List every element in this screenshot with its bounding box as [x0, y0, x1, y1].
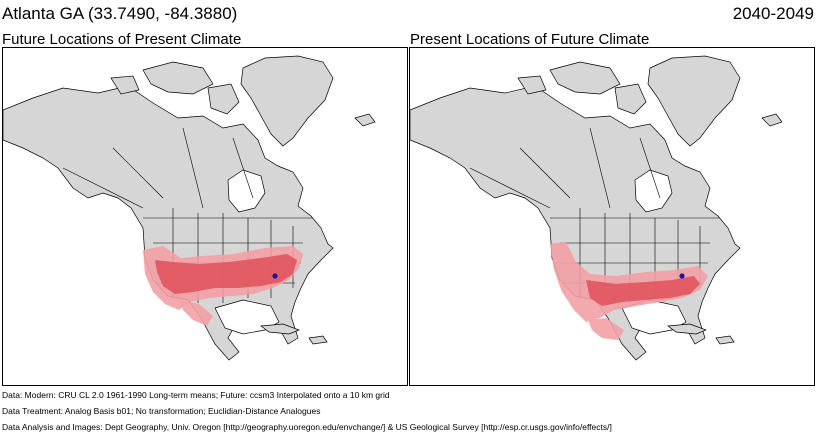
footer-data-source: Data: Modern: CRU CL 2.0 1961-1990 Long-… [2, 390, 390, 400]
left-panel-title: Future Locations of Present Climate [2, 31, 242, 48]
site-marker [679, 273, 685, 279]
left-map-panel [2, 47, 408, 386]
analog-regions [143, 246, 303, 326]
left-map [3, 55, 376, 361]
right-map-panel [409, 47, 815, 386]
period-label: 2040-2049 [732, 4, 814, 23]
site-marker [272, 273, 278, 279]
right-map [410, 55, 783, 361]
right-panel-title: Present Locations of Future Climate [410, 31, 650, 48]
location-title: Atlanta GA (33.7490, -84.3880) [2, 4, 238, 23]
analog-regions [550, 242, 708, 340]
footer-data-analysis: Data Analysis and Images: Dept Geography… [2, 422, 612, 432]
footer-data-treatment: Data Treatment: Analog Basis b01; No tra… [2, 406, 321, 416]
